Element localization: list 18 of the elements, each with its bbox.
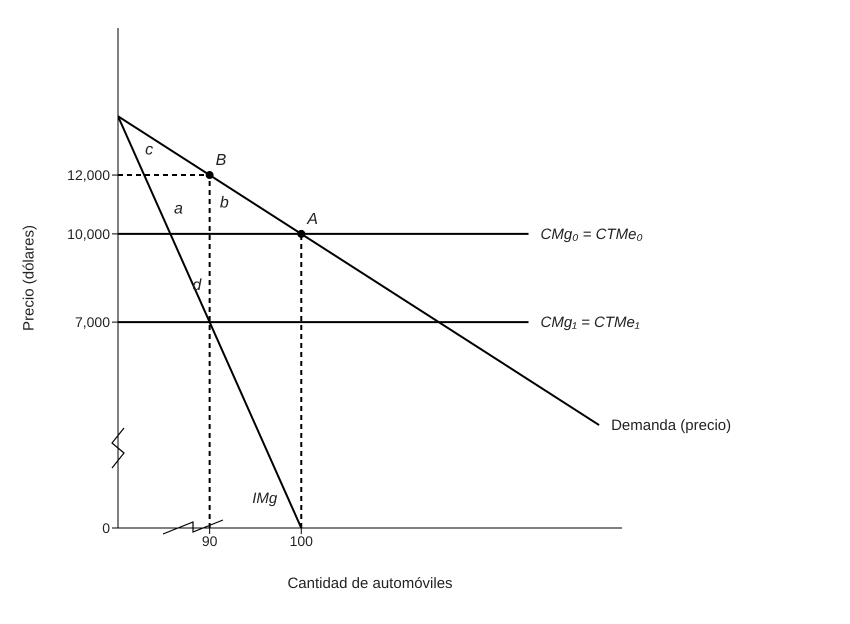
x-tick-label: 100 (290, 532, 314, 549)
series-label: IMg (252, 490, 278, 507)
annotation: b (220, 194, 229, 212)
annotation: d (192, 276, 202, 294)
annotation: c (145, 141, 154, 158)
y-tick-label: 7,000 (74, 314, 110, 330)
x-axis-title: Cantidad de automóviles (287, 575, 453, 592)
y-tick-label: 12,000 (67, 167, 110, 184)
series-label: Demanda (precio) (611, 417, 732, 434)
annotation: a (174, 200, 184, 218)
series-label: CMg₁ = CTMe₁ (540, 314, 640, 332)
y-tick-label: 10,000 (67, 226, 110, 242)
annotation: B (216, 152, 227, 170)
x-tick-label: 90 (202, 532, 218, 549)
y-tick-label: 0 (102, 520, 110, 536)
y-axis-title: Precio (dólares) (20, 225, 38, 331)
series-label: CMg₀ = CTMe₀ (540, 226, 643, 243)
annotation: A (306, 210, 318, 228)
